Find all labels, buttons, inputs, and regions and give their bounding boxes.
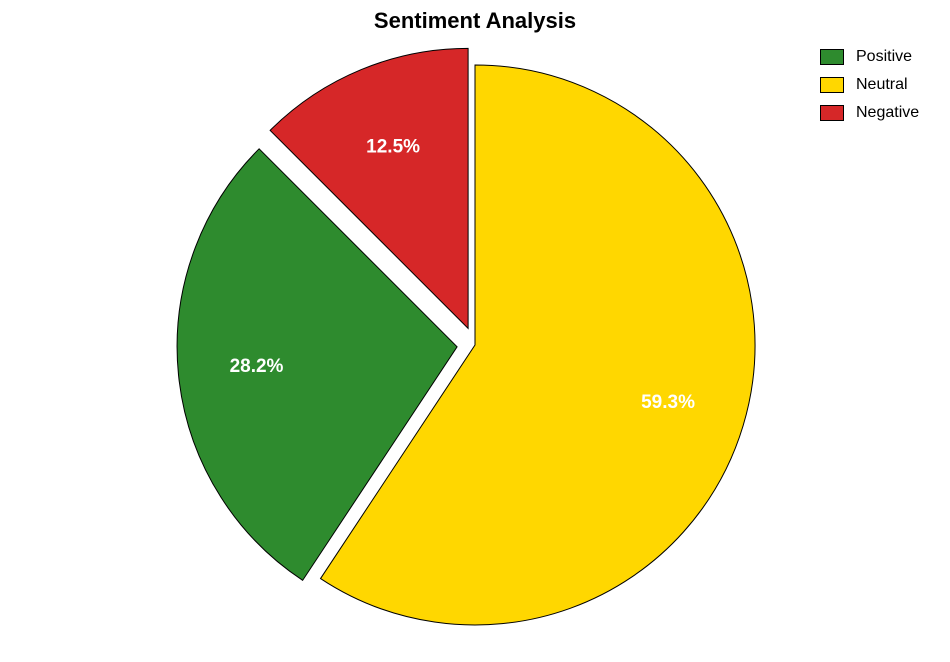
sentiment-pie-chart: Sentiment Analysis 59.3% 28.2% 12.5% Posit…	[0, 0, 950, 662]
pie-svg: 59.3% 28.2% 12.5%	[0, 0, 950, 662]
legend-label-neutral: Neutral	[856, 76, 908, 94]
legend-item-neutral: Neutral	[820, 76, 919, 94]
legend-swatch-positive	[820, 49, 844, 65]
legend-swatch-neutral	[820, 77, 844, 93]
legend-item-positive: Positive	[820, 48, 919, 66]
pie-slice-label-positive: 28.2%	[230, 356, 284, 377]
pie-slice-label-negative: 12.5%	[366, 136, 420, 157]
legend-swatch-negative	[820, 105, 844, 121]
legend-item-negative: Negative	[820, 104, 919, 122]
legend-label-positive: Positive	[856, 48, 912, 66]
chart-title: Sentiment Analysis	[0, 8, 950, 34]
legend-label-negative: Negative	[856, 104, 919, 122]
pie-slice-label-neutral: 59.3%	[641, 392, 695, 413]
legend: Positive Neutral Negative	[820, 48, 919, 132]
